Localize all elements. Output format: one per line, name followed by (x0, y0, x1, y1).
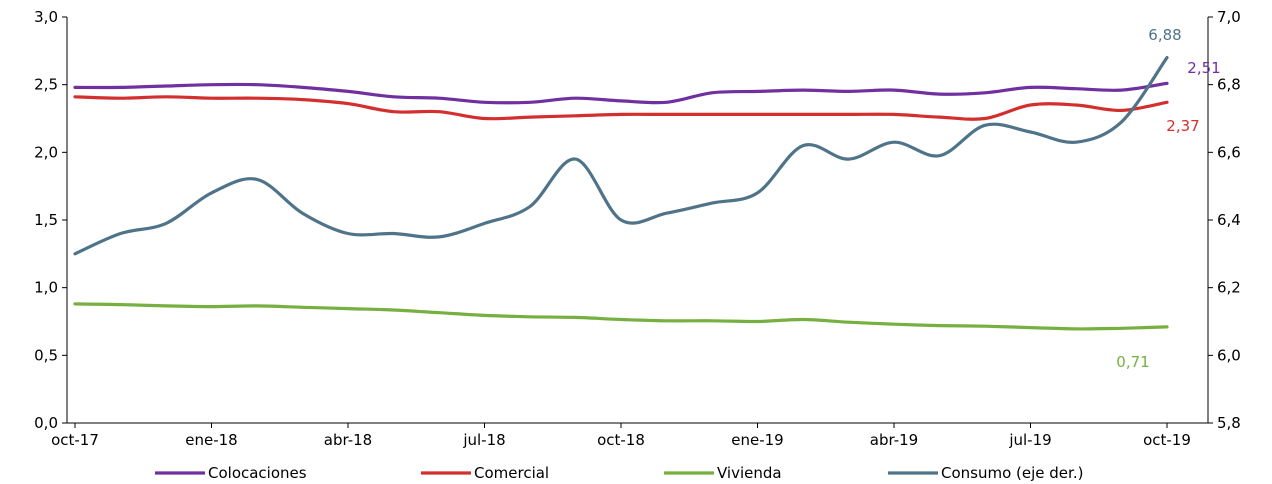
y-left-tick-label: 0,5 (34, 346, 58, 364)
x-tick-label: ene-18 (185, 431, 237, 449)
axes: 0,0 0,5 1,0 1,5 2,0 2,5 3,0 5,8 6,0 6,2 6,4 6,6 6,8 7… (34, 8, 1241, 449)
x-tick-label: jul-18 (462, 431, 505, 449)
y-left-tick-label: 3,0 (34, 8, 58, 26)
y-right-tick-label: 5,8 (1217, 414, 1241, 432)
x-tick-label: oct-17 (51, 431, 99, 449)
legend-label-colocaciones: Colocaciones (208, 464, 307, 482)
end-label-colocaciones: 2,51 (1187, 59, 1220, 77)
end-label-comercial: 2,37 (1166, 117, 1199, 135)
x-tick-label: ene-19 (731, 431, 783, 449)
x-tick-label: jul-19 (1008, 431, 1051, 449)
y-left-tick-label: 1,0 (34, 279, 58, 297)
y-right-tick-label: 6,4 (1217, 211, 1241, 229)
y-right-tick-label: 6,8 (1217, 76, 1241, 94)
y-left-tick-label: 2,5 (34, 76, 58, 94)
legend-label-comercial: Comercial (474, 464, 549, 482)
series-line-colocaciones (73, 81, 1169, 105)
y-right-tick-label: 6,6 (1217, 143, 1241, 161)
x-tick-label: abr-19 (870, 431, 918, 449)
y-left-tick-label: 1,5 (34, 211, 58, 229)
x-tick-label: oct-19 (1143, 431, 1191, 449)
x-tick-label: oct-18 (597, 431, 645, 449)
y-left-tick-label: 2,0 (34, 143, 58, 161)
series-line-comercial (73, 95, 1169, 121)
legend: Colocaciones Comercial Vivienda Consumo (ej… (155, 464, 1083, 482)
end-label-consumo-eje-der: 6,88 (1148, 26, 1181, 44)
series-line-consumo-eje-der (73, 56, 1169, 256)
x-tick-label: abr-18 (324, 431, 372, 449)
series-line-vivienda (73, 302, 1169, 331)
legend-label-consumo-eje-der: Consumo (eje der.) (941, 464, 1083, 482)
y-left-tick-label: 0,0 (34, 414, 58, 432)
series-layer (73, 56, 1169, 331)
y-right-tick-label: 6,0 (1217, 346, 1241, 364)
legend-label-vivienda: Vivienda (717, 464, 782, 482)
end-labels: 2,51 2,37 0,71 6,88 (1116, 26, 1220, 371)
y-right-tick-label: 7,0 (1217, 8, 1241, 26)
end-label-vivienda: 0,71 (1116, 353, 1149, 371)
y-right-tick-label: 6,2 (1217, 279, 1241, 297)
